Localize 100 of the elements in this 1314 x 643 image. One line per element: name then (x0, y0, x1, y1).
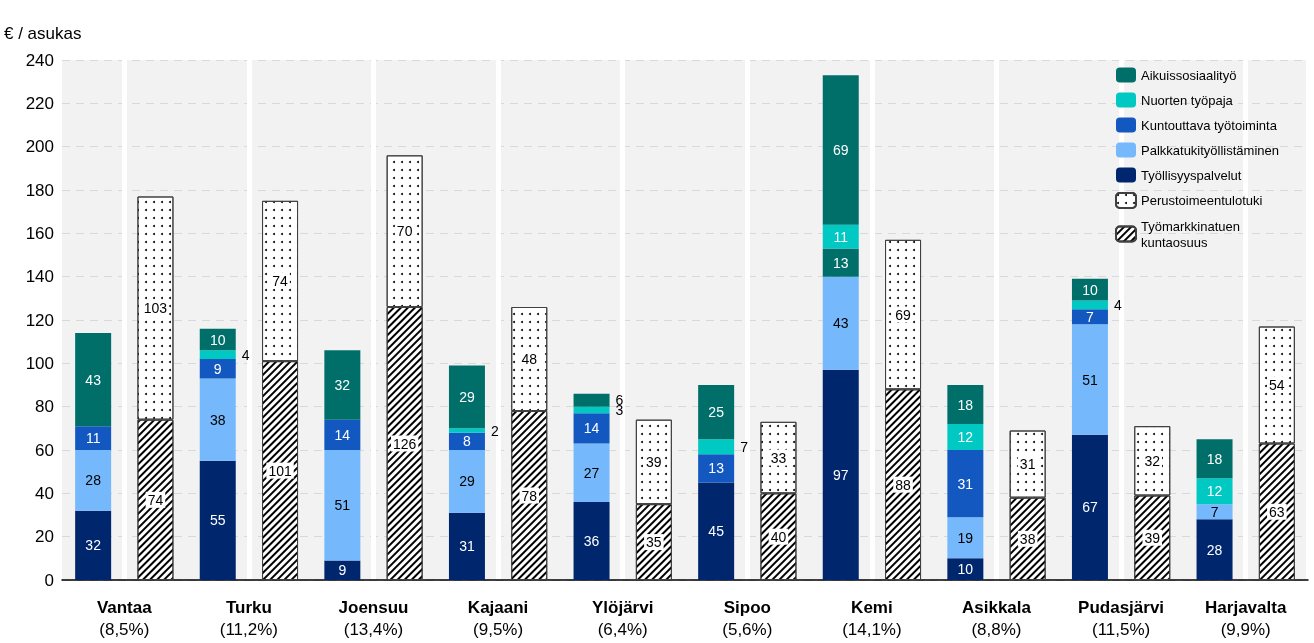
data-label: 7 (1086, 308, 1095, 325)
bar (947, 558, 984, 580)
legend-label: Työmarkkinatuen kuntaosuus (1141, 218, 1244, 250)
bar (324, 450, 361, 561)
bar (1071, 309, 1108, 325)
legend-label: Työllisyyspalvelut (1141, 167, 1242, 183)
data-label: 39 (646, 453, 662, 470)
data-label: 43 (85, 371, 102, 388)
bar (448, 365, 485, 429)
data-label: 32 (85, 537, 102, 554)
data-label: 74 (147, 491, 164, 508)
data-label: 36 (583, 533, 600, 549)
bar (75, 426, 112, 450)
bar (75, 333, 112, 427)
bar (1071, 434, 1108, 580)
bar (947, 450, 984, 518)
bar (1071, 324, 1108, 435)
data-label: 11 (85, 430, 101, 447)
data-label: 54 (1269, 377, 1285, 393)
legend-label: Kuntouttava työtoiminta (1141, 117, 1278, 133)
data-label: 7 (740, 438, 749, 455)
data-label: 29 (459, 473, 475, 490)
data-label: 14 (334, 426, 351, 443)
data-label: 4 (1113, 296, 1122, 313)
data-label: 12 (957, 429, 974, 445)
bar (822, 224, 859, 249)
bar (448, 428, 485, 433)
data-label: 31 (957, 475, 974, 492)
y-tick-label: 0 (44, 570, 54, 590)
bar (573, 413, 610, 444)
x-tick-label: Kajaani (9,5%) (467, 597, 529, 639)
bar (573, 406, 610, 414)
bar (1196, 519, 1233, 580)
data-label: 38 (1019, 530, 1036, 547)
data-label: 9 (213, 360, 222, 377)
legend-label: Aikuissosiaalityö (1141, 67, 1237, 83)
bar (822, 75, 859, 225)
bar (448, 450, 485, 513)
data-label: 4 (241, 346, 250, 363)
x-tick-label: Pudasjärvi (11,5%) (1078, 597, 1165, 639)
data-label: 69 (895, 306, 912, 323)
bar (822, 369, 859, 580)
x-tick-label: Joensuu (13,4%) (338, 597, 409, 639)
data-label: 51 (1082, 371, 1098, 388)
x-tick-label: Asikkala (8,8%) (962, 597, 1032, 639)
data-label: 32 (334, 377, 351, 393)
data-label: 29 (459, 388, 475, 405)
data-label: 51 (334, 497, 351, 514)
bar (75, 510, 112, 580)
data-label: 55 (209, 512, 226, 529)
data-label: 2 (490, 422, 499, 439)
data-label: 10 (1082, 281, 1098, 298)
data-label: 126 (392, 435, 417, 452)
bar (822, 276, 859, 370)
data-label: 40 (770, 528, 787, 545)
data-label: 9 (338, 562, 347, 579)
data-label: 39 (1144, 529, 1161, 546)
data-label: 10 (957, 561, 974, 578)
x-tick-label: Turku (11,2%) (219, 597, 279, 639)
bar (199, 378, 236, 461)
data-label: 43 (832, 315, 849, 332)
data-label: 13 (832, 254, 849, 271)
data-label: 48 (521, 351, 538, 367)
data-label: 67 (1082, 499, 1098, 516)
data-label: 14 (583, 420, 600, 437)
legend-label: Perustoimeentulotuki (1141, 193, 1263, 208)
bar (573, 502, 610, 580)
bar (199, 359, 236, 379)
bar (1196, 504, 1233, 520)
data-label: 31 (459, 538, 475, 555)
x-tick-label: Ylöjärvi (6,4%) (591, 597, 654, 639)
data-label: 25 (708, 404, 725, 421)
x-tick-label: Sipoo (5,6%) (722, 597, 773, 639)
bar (573, 443, 610, 502)
data-label: 27 (583, 464, 600, 481)
bar (1071, 300, 1108, 310)
bar (947, 385, 984, 424)
y-tick-label: 80 (35, 397, 54, 417)
data-label: 74 (272, 273, 289, 289)
data-label: 38 (209, 411, 226, 428)
bar (75, 450, 112, 511)
y-axis-title: € / asukas (4, 24, 82, 43)
bar (1196, 439, 1233, 479)
data-label: 7 (1210, 503, 1219, 520)
bar (324, 560, 361, 580)
data-label: 103 (143, 300, 168, 317)
data-label: 13 (708, 460, 725, 477)
data-label: 28 (1206, 541, 1223, 558)
y-tick-label: 140 (25, 267, 54, 287)
bar (1196, 478, 1233, 505)
x-tick-label: Harjavalta (9,9%) (1205, 597, 1287, 639)
data-label: 11 (833, 228, 849, 245)
y-tick-label: 120 (25, 310, 54, 330)
bar (324, 419, 361, 450)
y-tick-label: 100 (25, 353, 54, 373)
data-label: 18 (957, 396, 974, 413)
data-label: 18 (1206, 450, 1223, 467)
x-tick-label: Vantaa (8,5%) (96, 597, 153, 639)
legend-label: Palkkatukityöllistäminen (1141, 142, 1280, 158)
data-label: 12 (1206, 483, 1223, 500)
